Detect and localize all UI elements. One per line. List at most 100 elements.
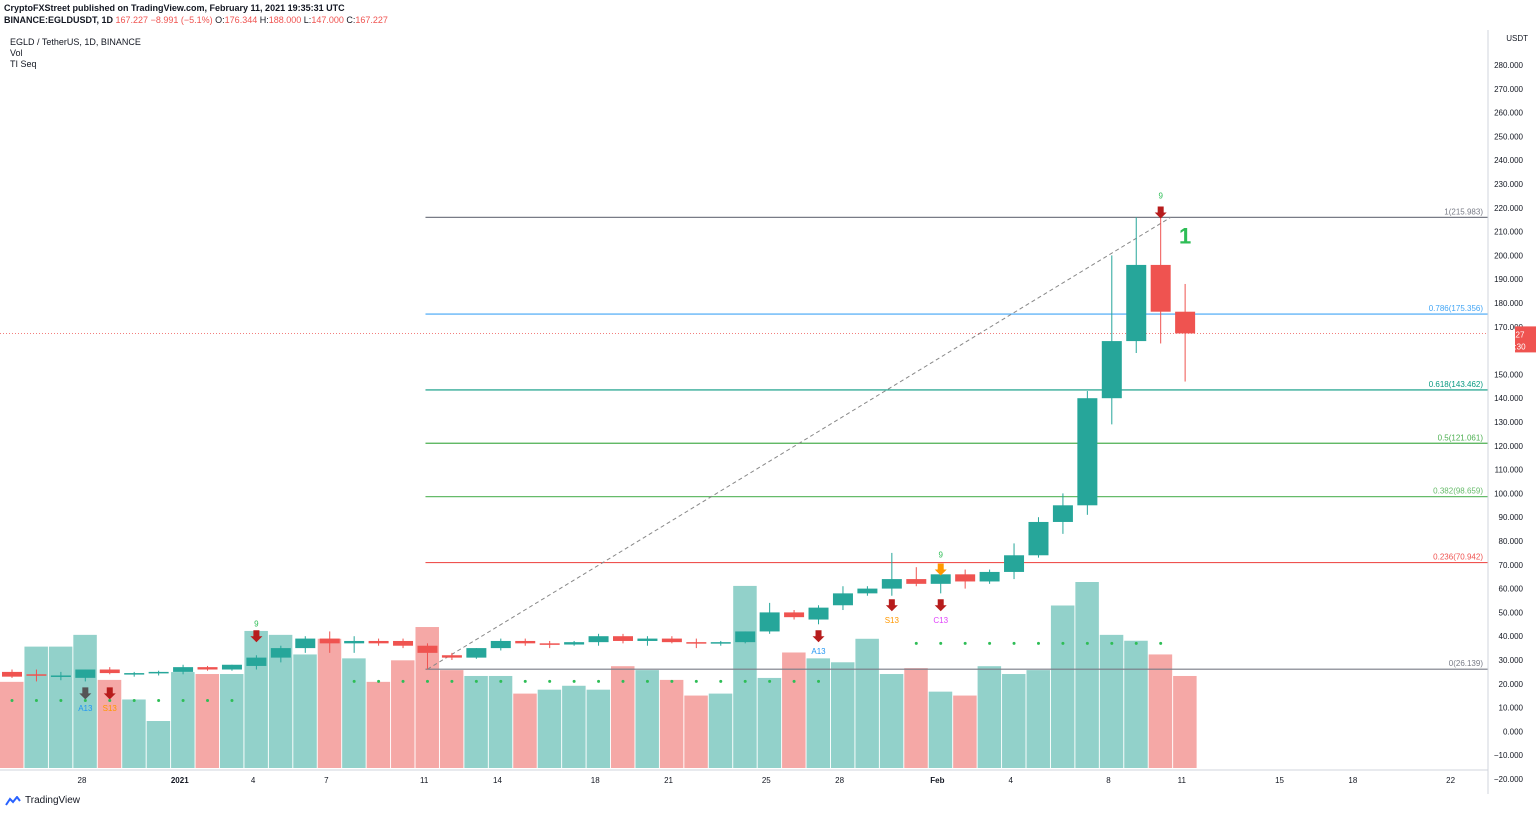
candle-body [1052, 505, 1073, 522]
price-axis[interactable]: USDT 280.000 270.000 260.000 250.000 240.000 2… [1487, 30, 1536, 794]
volume-bar [611, 666, 635, 768]
legend-indicator-tiseq[interactable]: TI Seq [10, 59, 37, 69]
volume-bar [953, 695, 977, 768]
legend-indicator-vol[interactable]: Vol [10, 48, 23, 58]
price-tick-label: 20.000 [1499, 680, 1524, 689]
td-signal-label: A13 [78, 704, 93, 713]
td-support-dot [1085, 641, 1089, 645]
candle-body [197, 667, 218, 670]
volume-bar [537, 689, 562, 768]
volume-bar [806, 658, 831, 768]
time-tick-label: 21 [664, 776, 673, 785]
price-tick-label: 0.000 [1503, 727, 1524, 736]
td-support-dot [1036, 641, 1040, 645]
price-change: −8.991 (−5.1%) [150, 15, 213, 25]
candle-body [124, 673, 145, 675]
price-tick-label: 130.000 [1494, 418, 1523, 427]
volume-bar [977, 666, 1002, 768]
candle-body [613, 636, 633, 641]
candle-body [270, 648, 291, 658]
time-tick-label: 11 [1178, 776, 1187, 785]
time-tick-label: 18 [591, 776, 600, 785]
candle-body [832, 593, 853, 606]
td-arrow-icon [103, 687, 116, 700]
tradingview-logo-icon [5, 795, 21, 806]
fib-level-label: 0.786(175.356) [1429, 304, 1484, 313]
candle-body [319, 638, 340, 644]
fib-level-label: 0.5(121.061) [1438, 433, 1484, 442]
price-tick-label: 140.000 [1494, 394, 1523, 403]
td-support-dot [1159, 641, 1163, 645]
candle-body [50, 675, 71, 677]
td-support-dot [645, 679, 649, 683]
price-tick-label: 110.000 [1495, 466, 1524, 475]
time-axis[interactable]: 28 2021 4 7 11 14 18 21 25 28 Feb 4 8 11 15 18 22 [0, 769, 1488, 785]
fibonacci-retracement[interactable]: 0(26.139) 0.236(70.942) 0.382(98.659) 0.5(1… [0, 207, 1488, 670]
price-tick-label: 260.000 [1494, 109, 1523, 118]
candle-body [173, 667, 194, 672]
price-tick-label: 120.000 [1494, 442, 1523, 451]
candle-body [881, 579, 902, 589]
price-tick-label: 250.000 [1494, 132, 1523, 141]
volume-bar [1075, 582, 1099, 768]
volume-bar [195, 674, 220, 768]
volume-bar [904, 668, 928, 768]
volume-bar [684, 695, 708, 768]
fib-level-label: 1(215.983) [1444, 207, 1483, 216]
price-tick-label: 220.000 [1494, 204, 1523, 213]
td-support-dot [914, 641, 918, 645]
td-count-label: 9 [938, 551, 943, 560]
price-tick-label: 30.000 [1499, 656, 1524, 665]
open-label: O: [215, 15, 225, 25]
volume-bar [1173, 675, 1197, 768]
td-support-dot [181, 698, 185, 702]
volume-bar [855, 638, 879, 768]
price-tick-label: 70.000 [1499, 561, 1524, 570]
time-tick-label: 11 [420, 776, 429, 785]
candle-body [466, 648, 487, 658]
candle-body [246, 657, 267, 666]
td-support-dot [621, 679, 625, 683]
td-support-dot [474, 679, 478, 683]
price-tick-label: 240.000 [1494, 156, 1523, 165]
td-arrow-icon [79, 687, 92, 700]
td-support-dot [34, 698, 38, 702]
legend-symbol[interactable]: EGLD / TetherUS, 1D, BINANCE [10, 37, 141, 47]
td-support-dot [1110, 641, 1114, 645]
price-tick-label: 270.000 [1494, 85, 1523, 94]
volume-bar [268, 634, 293, 768]
volume-bar [146, 721, 171, 768]
candle-body [295, 638, 316, 649]
fib-level-label: 0.382(98.659) [1433, 487, 1483, 496]
last-price-badge [1515, 326, 1536, 353]
price-tick-label: 210.000 [1494, 228, 1523, 237]
time-tick-label: 25 [762, 776, 771, 785]
publisher-line: CryptoFXStreet published on TradingView.… [4, 3, 345, 13]
candle-body [1101, 341, 1122, 399]
volume-bar [635, 670, 659, 768]
symbol-code: BINANCE:EGLDUSDT, 1D [4, 15, 114, 25]
volume-bar [415, 627, 439, 768]
td-support-dot [352, 679, 356, 683]
candle-body [906, 579, 927, 584]
td-arrow-icon [934, 563, 947, 576]
td-support-dot [425, 679, 429, 683]
high-label: H: [259, 15, 269, 25]
price-tick-label: 100.000 [1494, 489, 1523, 498]
candle-body [588, 636, 609, 643]
candle-body [393, 640, 414, 646]
volume-bar [782, 652, 806, 768]
volume-bar [1099, 634, 1124, 768]
td-support-dot [450, 679, 454, 683]
price-axis-currency: USDT [1506, 34, 1528, 43]
fib-level-label: 0.618(143.462) [1429, 380, 1484, 389]
price-tick-label: 150.000 [1494, 370, 1523, 379]
close-label: C: [346, 15, 356, 25]
td-count-big: 1 [1179, 224, 1191, 249]
td-arrow-icon [1154, 206, 1167, 219]
volume-bar [219, 674, 244, 768]
tradingview-brand[interactable]: TradingView [5, 795, 80, 806]
td-support-dot [597, 679, 601, 683]
volume-bar [171, 672, 195, 768]
